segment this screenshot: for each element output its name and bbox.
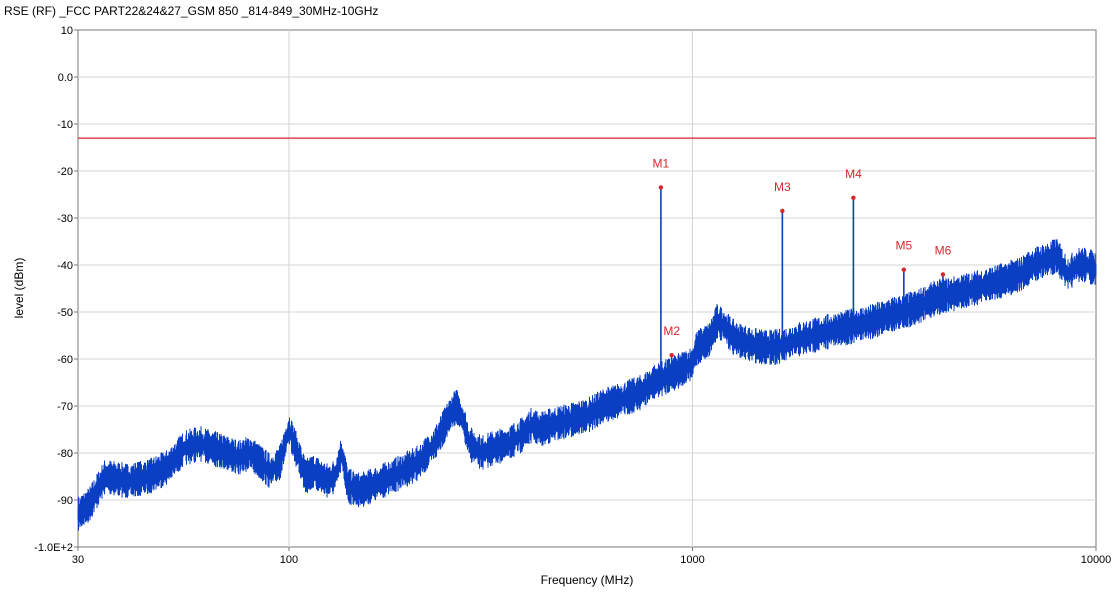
y-tick-label: -70 bbox=[57, 401, 73, 413]
y-axis-label: level (dBm) bbox=[12, 258, 26, 319]
y-tick-label: 0.0 bbox=[58, 72, 73, 84]
marker-dot bbox=[658, 185, 664, 190]
marker-label: M2 bbox=[663, 324, 680, 338]
y-tick-label: -20 bbox=[57, 166, 73, 178]
chart-title: RSE (RF) _FCC PART22&24&27_GSM 850 _814-… bbox=[4, 4, 379, 18]
y-tick-label: -40 bbox=[57, 260, 73, 272]
y-tick-label: -30 bbox=[57, 213, 73, 225]
marker-dot bbox=[901, 267, 907, 272]
markers-group: M1 M2 M3 M4 M5 M6 bbox=[653, 156, 952, 380]
marker-label: M5 bbox=[895, 239, 912, 253]
marker-dot bbox=[940, 272, 946, 277]
spectrum-trace bbox=[77, 239, 1097, 531]
y-tick-label: -10 bbox=[57, 119, 73, 131]
y-tick-label: -1.0E+2 bbox=[34, 542, 73, 554]
x-axis-label: Frequency (MHz) bbox=[541, 573, 634, 587]
y-tick-label: -60 bbox=[57, 354, 73, 366]
y-tick-label: -90 bbox=[57, 495, 73, 507]
marker-label: M6 bbox=[935, 243, 952, 257]
x-tick-label: 100 bbox=[280, 554, 298, 566]
marker-dot bbox=[851, 195, 856, 200]
marker-label: M1 bbox=[653, 156, 670, 170]
marker-label: M4 bbox=[845, 167, 862, 181]
marker-dot bbox=[669, 353, 674, 358]
data-series-group bbox=[77, 239, 1097, 531]
y-tick-label: 10 bbox=[61, 25, 73, 37]
x-tick-label: 30 bbox=[72, 554, 84, 566]
y-axis-ticks: 10 0.0 -10 -20 -30 -40 -50 -60 -70 -80 -90 -1.0E+2 bbox=[34, 25, 78, 554]
marker-dot bbox=[780, 208, 785, 214]
y-tick-label: -50 bbox=[57, 307, 73, 319]
y-tick-label: -80 bbox=[57, 448, 73, 460]
x-tick-label: 10000 bbox=[1081, 554, 1112, 566]
marker-label: M3 bbox=[774, 180, 791, 194]
x-tick-label: 1000 bbox=[680, 554, 704, 566]
x-axis-ticks: 30 100 1000 10000 bbox=[72, 547, 1111, 566]
